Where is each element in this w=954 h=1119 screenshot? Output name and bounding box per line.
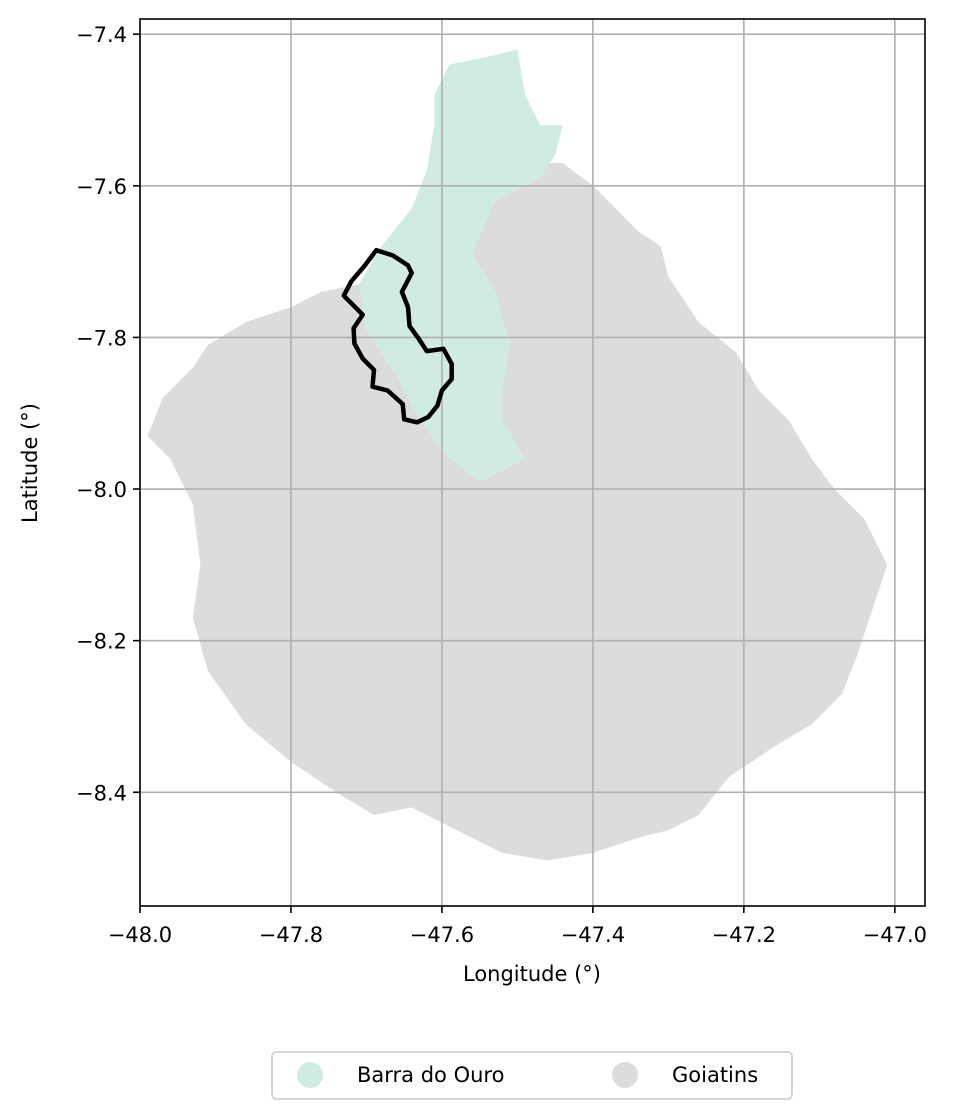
legend-marker-goiatins	[612, 1062, 638, 1088]
y-tick-label: −7.6	[76, 175, 127, 199]
x-tick-label: −47.8	[259, 923, 323, 947]
x-tick-label: −47.6	[410, 923, 474, 947]
x-tick-label: −48.0	[108, 923, 172, 947]
y-axis-title: Latitude (°)	[18, 403, 42, 523]
y-tick-label: −8.2	[76, 630, 127, 654]
legend-marker-barra-do-ouro	[297, 1062, 323, 1088]
y-tick-label: −7.8	[76, 326, 127, 350]
y-tick-label: −7.4	[76, 23, 127, 47]
y-tick-label: −8.0	[76, 478, 127, 502]
y-tick-label: −8.4	[76, 781, 127, 805]
x-tick-label: −47.2	[712, 923, 776, 947]
legend-label-goiatins: Goiatins	[672, 1063, 758, 1087]
x-axis-ticks: −48.0 −47.8 −47.6 −47.4 −47.2 −47.0	[108, 906, 927, 947]
x-tick-label: −47.0	[863, 923, 927, 947]
legend: Barra do Ouro Goiatins	[272, 1052, 792, 1099]
legend-label-barra-do-ouro: Barra do Ouro	[357, 1063, 504, 1087]
x-tick-label: −47.4	[561, 923, 625, 947]
x-axis-title: Longitude (°)	[463, 962, 601, 986]
y-axis-ticks: −7.4 −7.6 −7.8 −8.0 −8.2 −8.4	[76, 23, 140, 805]
